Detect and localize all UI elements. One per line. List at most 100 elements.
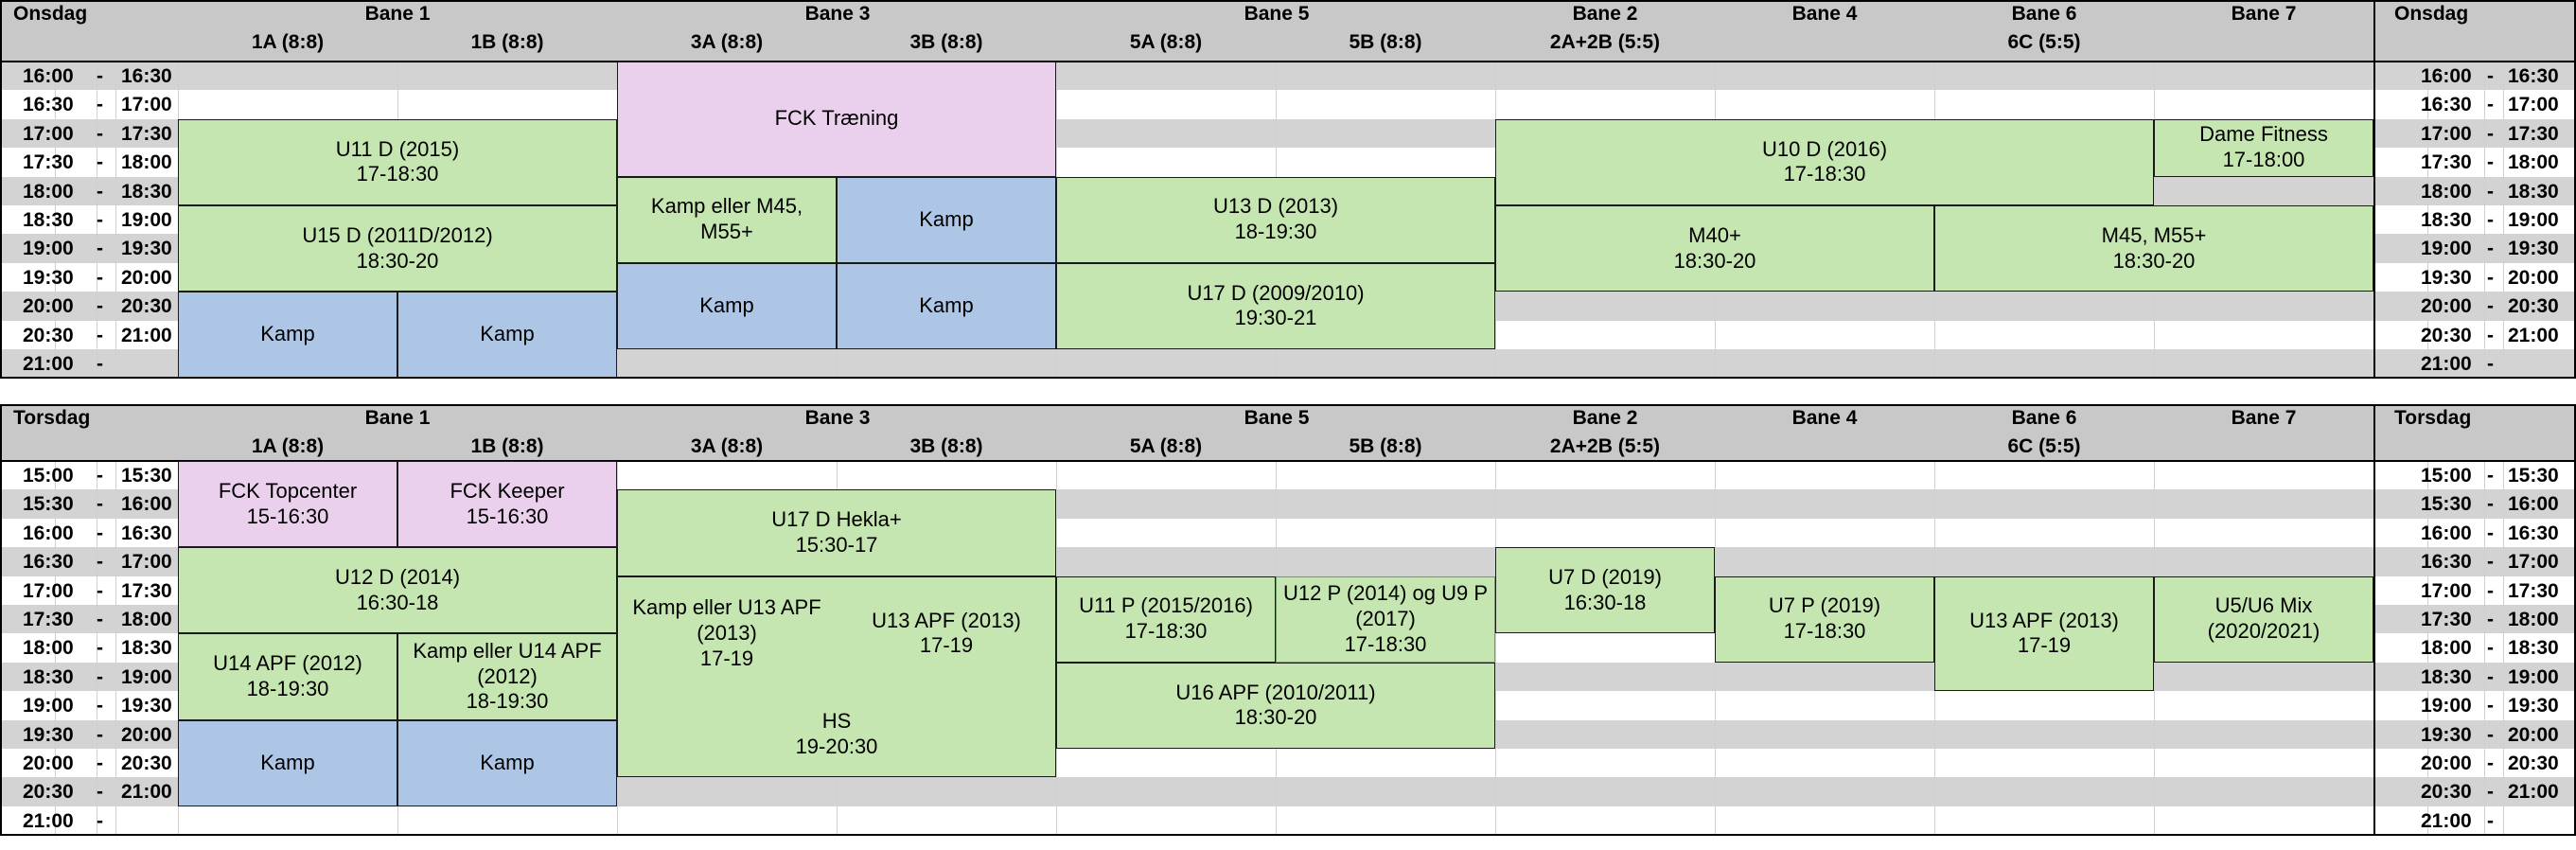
time-dash: -: [2487, 753, 2494, 774]
time-end: 19:30: [121, 238, 172, 260]
time-end: 20:00: [121, 266, 172, 289]
booking-block[interactable]: Kamp: [617, 262, 837, 349]
booking-time: 17-18:00: [2222, 148, 2305, 172]
time-end: 19:00: [2508, 209, 2559, 231]
booking-block[interactable]: FCK Keeper 15-16:30: [397, 461, 617, 548]
booking-block[interactable]: Kamp: [397, 292, 617, 379]
booking-block[interactable]: Dame Fitness 17-18:00: [2154, 118, 2373, 177]
field-label: 6C (5:5): [2007, 435, 2081, 457]
booking-time: 17-19: [919, 633, 974, 658]
time-start: 16:00: [2421, 522, 2472, 544]
time-end: 17:00: [2508, 94, 2559, 116]
booking-block[interactable]: U15 D (2011D/2012) 18:30-20: [178, 205, 617, 292]
section-border: [2373, 404, 2375, 836]
booking-time: 16:30-18: [356, 590, 439, 614]
booking-time: 17-19: [2017, 633, 2072, 658]
booking-block[interactable]: U13 APF (2013) 17-19: [1934, 576, 2154, 692]
time-dash: -: [97, 781, 103, 804]
booking-block[interactable]: U12 P (2014) og U9 P (2017) 17-18:30: [1276, 576, 1495, 663]
time-end: 18:30: [121, 637, 172, 660]
time-start: 16:30: [23, 551, 74, 574]
grid-line: [2484, 62, 2485, 379]
booking-block[interactable]: U14 APF (2012) 18-19:30: [178, 633, 397, 720]
time-end: 20:30: [2508, 295, 2559, 318]
lane-title: Bane 2: [1572, 3, 1638, 25]
time-dash: -: [97, 65, 103, 87]
booking-title: U16 APF (2010/2011): [1175, 680, 1376, 704]
time-dash: -: [97, 609, 103, 630]
booking-block[interactable]: U13 APF (2013) 17-19: [844, 576, 1049, 692]
section-border: [2574, 0, 2576, 379]
time-dash: -: [97, 209, 103, 231]
time-start: 16:30: [23, 94, 74, 116]
field-label: 3A (8:8): [690, 31, 764, 53]
booking-block[interactable]: U10 D (2016) 17-18:30: [1495, 118, 2154, 205]
booking-block[interactable]: HS 19-20:30: [625, 691, 1049, 777]
booking-title: U5/U6 Mix (2020/2021): [2207, 593, 2320, 644]
field-label: 5B (8:8): [1349, 435, 1422, 457]
booking-block-group[interactable]: [617, 576, 1056, 778]
lane-title: Bane 5: [1244, 407, 1310, 429]
booking-title: U14 APF (2012): [213, 651, 362, 676]
time-end: 18:30: [2508, 637, 2559, 660]
time-dash: -: [2487, 465, 2494, 487]
booking-block[interactable]: U12 D (2014) 16:30-18: [178, 547, 617, 634]
field-label: 1B (8:8): [470, 31, 544, 53]
time-start: 15:00: [23, 465, 74, 487]
booking-block[interactable]: U13 D (2013) 18-19:30: [1056, 176, 1495, 263]
booking-block[interactable]: U7 P (2019) 17-18:30: [1715, 576, 1934, 663]
field-label: 1A (8:8): [251, 435, 325, 457]
time-start: 18:00: [2421, 637, 2472, 660]
time-end: 21:00: [121, 781, 172, 804]
booking-time: 18-19:30: [1234, 220, 1317, 244]
booking-block[interactable]: Kamp: [178, 719, 397, 806]
booking-block[interactable]: U16 APF (2010/2011) 18:30-20: [1056, 662, 1495, 749]
section-border: [2373, 0, 2375, 379]
time-start: 16:00: [23, 522, 74, 544]
booking-block[interactable]: U7 D (2019) 16:30-18: [1495, 547, 1715, 634]
section-border: [0, 460, 2576, 462]
booking-block[interactable]: Kamp: [837, 262, 1056, 349]
booking-block[interactable]: U11 P (2015/2016) 17-18:30: [1056, 576, 1276, 663]
booking-title: FCK Keeper: [450, 478, 565, 503]
booking-block[interactable]: U5/U6 Mix (2020/2021): [2154, 576, 2373, 663]
time-start: 21:00: [23, 809, 74, 832]
time-dash: -: [97, 695, 103, 717]
booking-block[interactable]: Kamp eller U13 APF (2013) 17-19: [625, 576, 829, 692]
section-border: [2574, 404, 2576, 836]
booking-time: 19-20:30: [795, 734, 878, 758]
time-end: 20:00: [121, 723, 172, 746]
booking-block[interactable]: Kamp: [837, 176, 1056, 263]
time-dash: -: [2487, 180, 2494, 203]
field-label: 1A (8:8): [251, 31, 325, 53]
time-start: 17:30: [23, 609, 74, 630]
time-start: 18:30: [23, 209, 74, 231]
booking-block[interactable]: Kamp: [397, 719, 617, 806]
time-start: 17:00: [2421, 122, 2472, 145]
booking-block[interactable]: Kamp eller U14 APF (2012) 18-19:30: [397, 633, 617, 720]
booking-block[interactable]: Kamp eller M45, M55+: [617, 176, 837, 263]
time-end: 17:30: [121, 122, 172, 145]
header-band: [0, 0, 2576, 62]
time-end: 17:00: [121, 551, 172, 574]
header-band: [0, 404, 2576, 461]
booking-block[interactable]: M40+ 18:30-20: [1495, 205, 1934, 292]
booking-block[interactable]: Kamp: [178, 292, 397, 379]
booking-title: Kamp: [919, 292, 974, 317]
time-end: 16:30: [2508, 522, 2559, 544]
time-end: 19:00: [121, 665, 172, 688]
booking-title: U7 D (2019): [1548, 564, 1662, 589]
time-start: 18:00: [23, 180, 74, 203]
grid-line: [1495, 461, 1496, 836]
booking-block[interactable]: M45, M55+ 18:30-20: [1934, 205, 2373, 292]
booking-block[interactable]: U17 D (2009/2010) 19:30-21: [1056, 262, 1495, 349]
time-end: 21:00: [2508, 324, 2559, 346]
booking-block[interactable]: FCK Topcenter 15-16:30: [178, 461, 397, 548]
grid-line: [2503, 62, 2504, 379]
booking-block[interactable]: FCK Træning: [617, 62, 1056, 177]
booking-block[interactable]: U17 D Hekla+ 15:30-17: [617, 489, 1056, 576]
booking-title: Kamp: [260, 750, 315, 774]
time-start: 20:30: [23, 324, 74, 346]
booking-time: 15-16:30: [246, 504, 329, 528]
booking-block[interactable]: U11 D (2015) 17-18:30: [178, 118, 617, 205]
